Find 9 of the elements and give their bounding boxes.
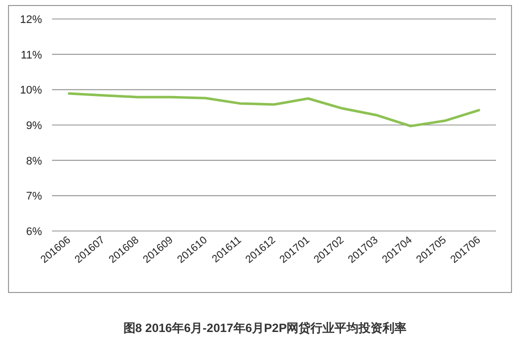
y-tick-label: 9% [26,120,42,132]
y-tick-label: 11% [20,49,42,62]
y-tick-label: 12% [20,14,42,26]
line-series [68,92,480,128]
y-tick-label: 7% [26,190,42,203]
y-tick-label: 6% [26,226,42,238]
y-tick-label: 10% [20,84,42,97]
text: 图8 2016年6月-2017年6月P2P网贷行业平均投资利率 [123,321,407,335]
y-tick-label: 8% [26,155,42,168]
